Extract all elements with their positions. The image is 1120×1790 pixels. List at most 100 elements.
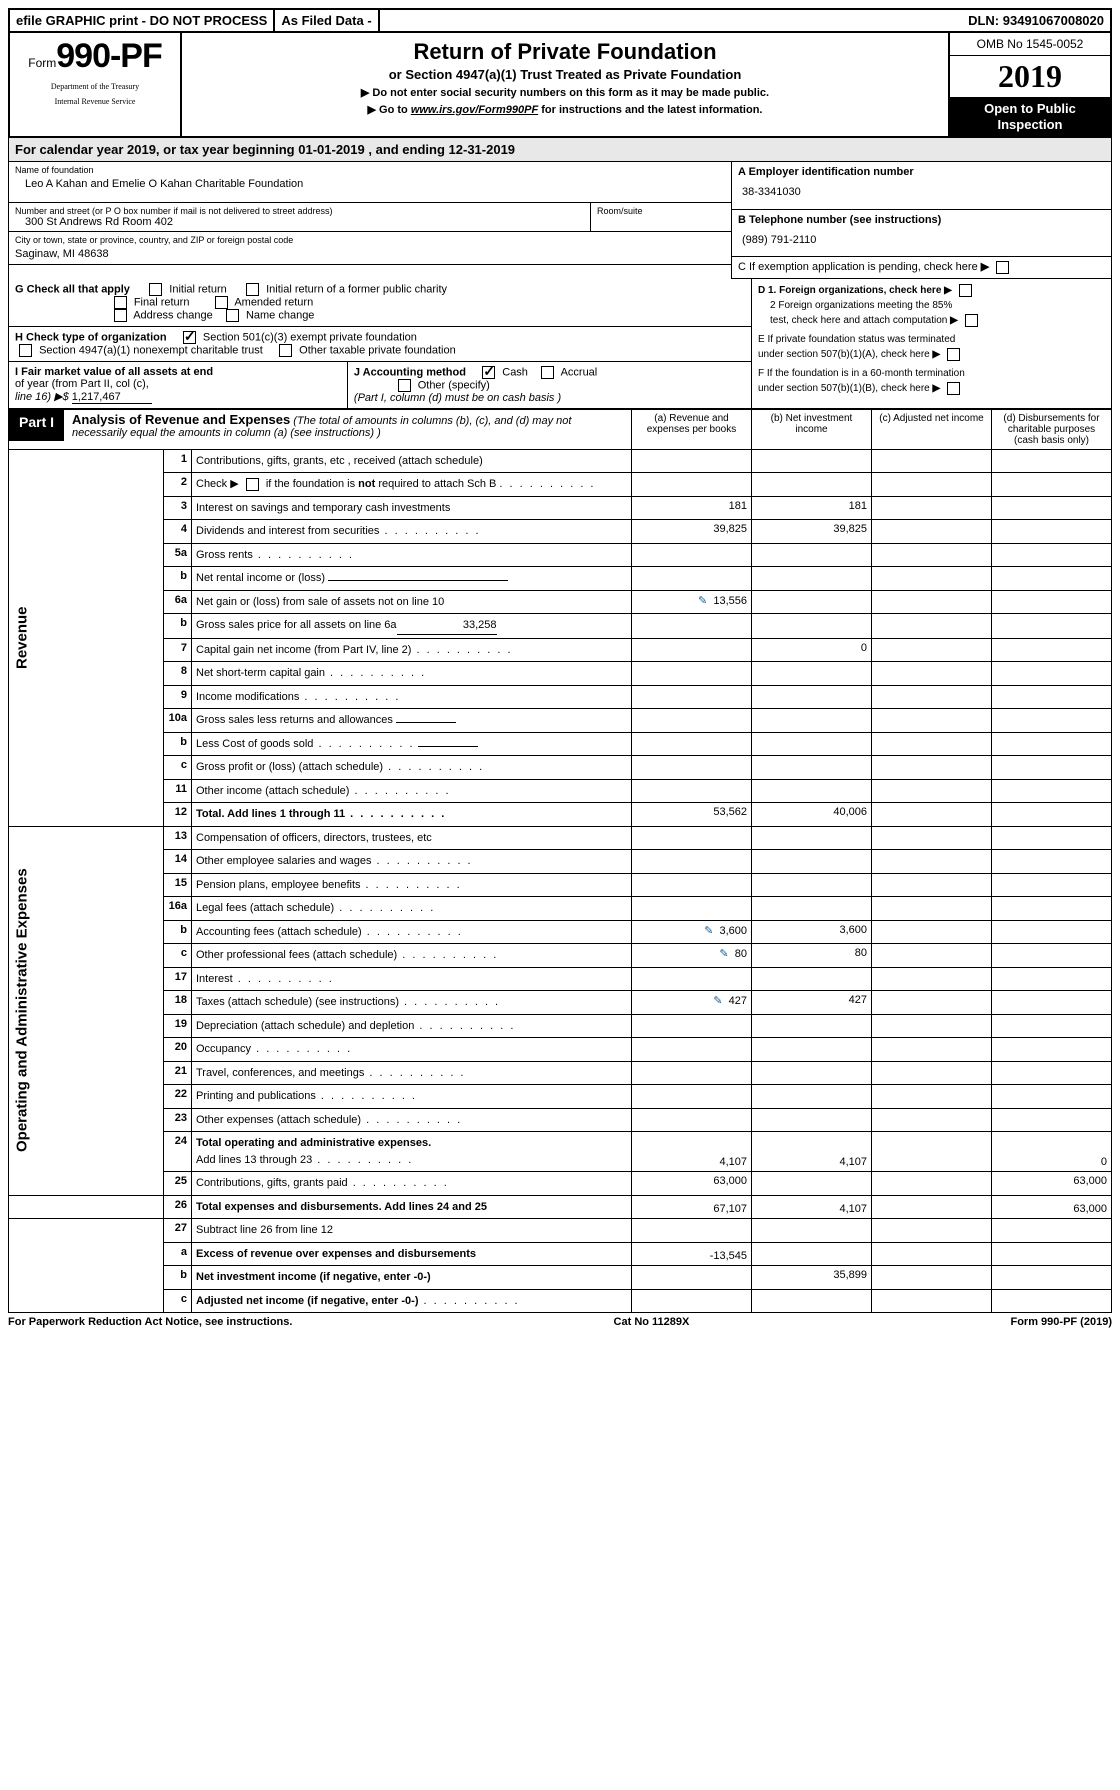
- line-1: Revenue 1Contributions, gifts, grants, e…: [9, 449, 1112, 473]
- checkbox-initial[interactable]: [149, 283, 162, 296]
- col-c-header: (c) Adjusted net income: [872, 409, 992, 449]
- line-11: 11Other income (attach schedule): [9, 779, 1112, 803]
- checkbox-other-taxable[interactable]: [279, 344, 292, 357]
- street-row: Number and street (or P O box number if …: [9, 203, 731, 232]
- line-10a: 10aGross sales less returns and allowanc…: [9, 709, 1112, 733]
- efile-notice: efile GRAPHIC print - DO NOT PROCESS: [10, 10, 275, 31]
- d2-row: 2 Foreign organizations meeting the 85% …: [758, 298, 1105, 328]
- arrow-icon: ▶: [950, 315, 958, 326]
- line-13: Operating and Administrative Expenses 13…: [9, 826, 1112, 850]
- ssn-warning: ▶ Do not enter social security numbers o…: [190, 86, 940, 99]
- line-8: 8Net short-term capital gain: [9, 662, 1112, 686]
- e-row: E If private foundation status was termi…: [758, 332, 1105, 362]
- pencil-icon[interactable]: ✎: [704, 924, 713, 937]
- part-desc: Analysis of Revenue and Expenses (The to…: [64, 410, 631, 441]
- cat-no: Cat No 11289X: [614, 1316, 690, 1328]
- entity-info: Name of foundation Leo A Kahan and Emeli…: [8, 162, 1112, 278]
- irs-label: Internal Revenue Service: [14, 97, 176, 106]
- line-6a: 6aNet gain or (loss) from sale of assets…: [9, 590, 1112, 614]
- line-6b: bGross sales price for all assets on lin…: [9, 614, 1112, 639]
- pencil-icon[interactable]: ✎: [719, 947, 728, 960]
- instructions-link-line: ▶ Go to www.irs.gov/Form990PF for instru…: [190, 103, 940, 116]
- line-27c: cAdjusted net income (if negative, enter…: [9, 1289, 1112, 1313]
- form-title: Return of Private Foundation: [190, 39, 940, 65]
- checkbox-accrual[interactable]: [541, 366, 554, 379]
- checkbox-address[interactable]: [114, 309, 127, 322]
- irs-link[interactable]: www.irs.gov/Form990PF: [411, 104, 538, 116]
- i-j-row: I Fair market value of all assets at end…: [9, 362, 751, 408]
- line-9: 9Income modifications: [9, 685, 1112, 709]
- part-badge: Part I: [9, 410, 64, 441]
- checkbox-final[interactable]: [114, 296, 127, 309]
- i-block: I Fair market value of all assets at end…: [9, 362, 348, 408]
- checkbox-d1[interactable]: [959, 284, 972, 297]
- line-24: 24Total operating and administrative exp…: [9, 1132, 1112, 1172]
- foundation-name: Leo A Kahan and Emelie O Kahan Charitabl…: [15, 177, 725, 191]
- omb-number: OMB No 1545-0052: [950, 33, 1110, 56]
- checkbox-name[interactable]: [226, 309, 239, 322]
- form-header: Form990-PF Department of the Treasury In…: [8, 33, 1112, 138]
- d1-row: D 1. Foreign organizations, check here ▶: [758, 283, 1105, 298]
- checkbox-c[interactable]: [996, 261, 1009, 274]
- j-block: J Accounting method Cash Accrual Other (…: [348, 362, 751, 408]
- checkbox-d2[interactable]: [965, 314, 978, 327]
- checkbox-501c3[interactable]: [183, 331, 196, 344]
- col-d-header: (d) Disbursements for charitable purpose…: [992, 409, 1112, 449]
- f-row: F If the foundation is in a 60-month ter…: [758, 366, 1105, 396]
- col-b-header: (b) Net investment income: [752, 409, 872, 449]
- line-22: 22Printing and publications: [9, 1085, 1112, 1109]
- line-3: 3Interest on savings and temporary cash …: [9, 496, 1112, 520]
- checkbox-sch-b[interactable]: [246, 478, 259, 491]
- pencil-icon[interactable]: ✎: [698, 594, 707, 607]
- form-subtitle: or Section 4947(a)(1) Trust Treated as P…: [190, 67, 940, 82]
- tax-year: 2019: [950, 56, 1110, 97]
- checkbox-other-method[interactable]: [398, 379, 411, 392]
- line-7: 7Capital gain net income (from Part IV, …: [9, 638, 1112, 662]
- city-state-zip: Saginaw, MI 48638: [15, 247, 725, 261]
- paperwork-notice: For Paperwork Reduction Act Notice, see …: [8, 1316, 292, 1328]
- line-15: 15Pension plans, employee benefits: [9, 873, 1112, 897]
- line-16a: 16aLegal fees (attach schedule): [9, 897, 1112, 921]
- line-10c: cGross profit or (loss) (attach schedule…: [9, 756, 1112, 780]
- phone-row: B Telephone number (see instructions) (9…: [732, 210, 1111, 258]
- line-2: 2 Check ▶ if the foundation is not requi…: [9, 473, 1112, 497]
- line-23: 23Other expenses (attach schedule): [9, 1108, 1112, 1132]
- part1-header: Part I Analysis of Revenue and Expenses …: [9, 410, 631, 441]
- line-14: 14Other employee salaries and wages: [9, 850, 1112, 874]
- checkbox-initial-former[interactable]: [246, 283, 259, 296]
- d-e-f-col: D 1. Foreign organizations, check here ▶…: [751, 279, 1111, 408]
- exemption-pending-row: C If exemption application is pending, c…: [732, 257, 1111, 278]
- checkbox-amended[interactable]: [215, 296, 228, 309]
- header-right: OMB No 1545-0052 2019 Open to Public Ins…: [948, 33, 1110, 136]
- line-27a: aExcess of revenue over expenses and dis…: [9, 1242, 1112, 1266]
- treasury-dept: Department of the Treasury: [14, 82, 176, 91]
- calendar-year-row: For calendar year 2019, or tax year begi…: [8, 138, 1112, 162]
- fmv-value: 1,217,467: [72, 391, 152, 404]
- g-row: G Check all that apply Initial return In…: [9, 279, 751, 327]
- arrow-icon: ▶: [981, 261, 989, 273]
- checkbox-4947[interactable]: [19, 344, 32, 357]
- checkbox-e[interactable]: [947, 348, 960, 361]
- line-18: 18Taxes (attach schedule) (see instructi…: [9, 991, 1112, 1015]
- checkbox-cash[interactable]: [482, 366, 495, 379]
- checkbox-f[interactable]: [947, 382, 960, 395]
- form-title-block: Return of Private Foundation or Section …: [182, 33, 948, 136]
- ein-row: A Employer identification number 38-3341…: [732, 162, 1111, 210]
- footer: For Paperwork Reduction Act Notice, see …: [8, 1313, 1112, 1328]
- line-5a: 5aGross rents: [9, 543, 1112, 567]
- form-number: 990-PF: [56, 37, 162, 75]
- arrow-icon: ▶: [933, 383, 941, 394]
- room-suite-label: Room/suite: [591, 203, 731, 231]
- ein: 38-3341030: [738, 179, 1105, 205]
- top-bar: efile GRAPHIC print - DO NOT PROCESS As …: [8, 8, 1112, 33]
- foundation-name-row: Name of foundation Leo A Kahan and Emeli…: [9, 162, 731, 203]
- line-27b: bNet investment income (if negative, ent…: [9, 1266, 1112, 1290]
- street-address: 300 St Andrews Rd Room 402: [15, 216, 584, 228]
- line-5b: bNet rental income or (loss): [9, 567, 1112, 591]
- pencil-icon[interactable]: ✎: [713, 994, 722, 1007]
- expenses-vert-label: Operating and Administrative Expenses: [9, 826, 164, 1195]
- revenue-vert-label: Revenue: [9, 449, 164, 826]
- line-4: 4Dividends and interest from securities …: [9, 520, 1112, 544]
- line-12: 12Total. Add lines 1 through 11 53,56240…: [9, 803, 1112, 827]
- h-row: H Check type of organization Section 501…: [9, 327, 751, 362]
